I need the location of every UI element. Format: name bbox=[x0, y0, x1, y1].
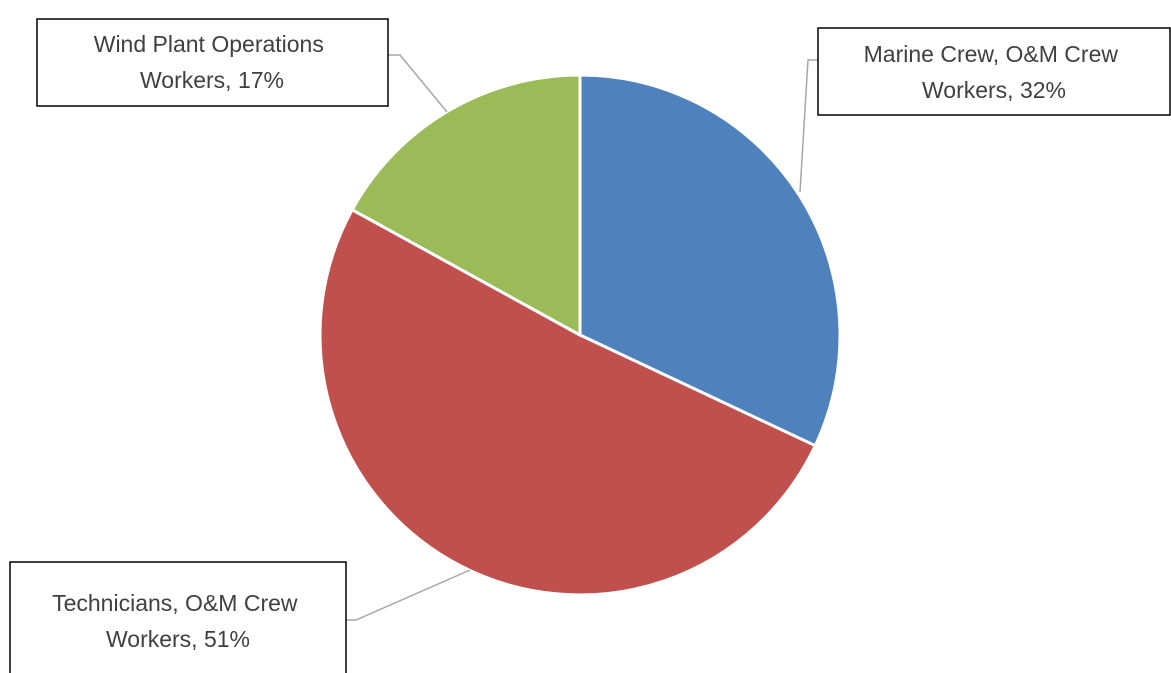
data-label-box-marine-crew bbox=[817, 27, 1171, 116]
leader-lines bbox=[346, 54, 818, 621]
data-label-marine-crew: Marine Crew, O&M Crew Workers, 32% bbox=[817, 27, 1171, 116]
pie-slices bbox=[318, 73, 842, 597]
svg-text:Marine Crew, O&M Crew Wo: Marine Crew, O&M Crew Workers, 32% bbox=[864, 41, 1125, 103]
data-label-wind-plant-operations-line1: Wind Plant Operations bbox=[94, 31, 324, 57]
data-label-technicians: Technicians, O&M Crew Workers, 51% bbox=[9, 561, 347, 673]
leader-line-technicians bbox=[346, 569, 471, 621]
data-label-box-technicians bbox=[9, 561, 347, 673]
data-label-technicians-line1: Technicians, O&M Crew bbox=[52, 590, 298, 616]
data-label-box-wind-plant-operations bbox=[36, 18, 389, 107]
pie-slice-wind-plant-operations bbox=[350, 73, 582, 338]
pie-slice-technicians bbox=[318, 207, 818, 597]
pie-slice-marine-crew bbox=[578, 73, 842, 448]
svg-text:Technicians, O&M Crew Wo: Technicians, O&M Crew Workers, 51% bbox=[52, 590, 304, 652]
data-label-technicians-line2: Workers, 51% bbox=[106, 626, 250, 652]
leader-line-wind-plant-operations bbox=[388, 54, 448, 113]
data-label-marine-crew-line1: Marine Crew, O&M Crew bbox=[864, 41, 1119, 67]
leader-line-marine-crew bbox=[799, 59, 818, 193]
data-label-marine-crew-line2: Workers, 32% bbox=[922, 77, 1066, 103]
svg-text:Wind Plant Operations Wo: Wind Plant Operations Workers, 17% bbox=[94, 31, 331, 93]
data-label-wind-plant-operations: Wind Plant Operations Workers, 17% bbox=[36, 18, 389, 107]
data-label-wind-plant-operations-line2: Workers, 17% bbox=[140, 67, 284, 93]
